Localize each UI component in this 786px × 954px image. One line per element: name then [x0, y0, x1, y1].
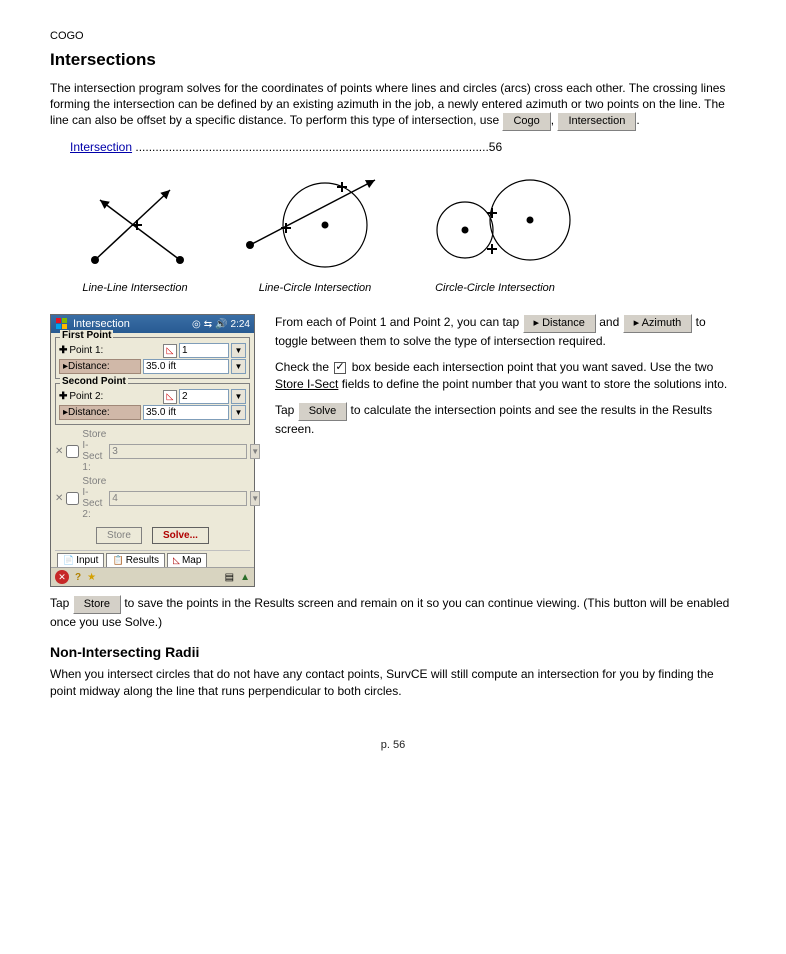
non-intersect-text: When you intersect circles that do not h…: [50, 666, 736, 698]
point2-label: Point 2:: [69, 391, 103, 402]
point1-input[interactable]: [179, 343, 229, 358]
diagram-circle-circle: Circle-Circle Intersection: [410, 165, 580, 294]
store-isect2-checkbox[interactable]: [66, 492, 79, 505]
tab-results[interactable]: 📋Results: [106, 553, 165, 567]
below-p1: Tap Store to save the points in the Resu…: [50, 595, 736, 630]
map-tab-icon: ◺: [173, 555, 180, 566]
windows-flag-icon: [55, 317, 69, 331]
store-isect2-dropdown[interactable]: ▼: [250, 491, 260, 506]
app-screenshot: Intersection ◎ ⇆ 🔊 2:24 First Point ✚ Po…: [50, 314, 255, 587]
input-tab-icon: 📄: [63, 555, 74, 566]
intersection-link[interactable]: Intersection: [70, 140, 132, 154]
tab-map[interactable]: ◺Map: [167, 553, 207, 567]
side-p1: From each of Point 1 and Point 2, you ca…: [275, 314, 736, 349]
panel-body: First Point ✚ Point 1: ◺ ▼ ▸Distance: ▼ …: [51, 333, 254, 567]
diagram-label-3: Circle-Circle Intersection: [410, 282, 580, 294]
help-icon[interactable]: ?: [75, 572, 81, 583]
store-isect1-dropdown[interactable]: ▼: [250, 444, 260, 459]
distance2-dropdown[interactable]: ▼: [231, 405, 246, 420]
store-isect1-row: ✕ Store I-Sect 1: ▼: [55, 429, 250, 473]
page-title: Intersections: [50, 50, 736, 70]
diagram-line-circle: Line-Circle Intersection: [230, 165, 400, 294]
cogo-button-ref: Cogo: [502, 112, 550, 131]
solve-button-ref: Solve: [298, 402, 348, 421]
intersection-link-line: Intersection ...........................…: [70, 139, 736, 155]
x-icon: ✕: [55, 493, 63, 504]
side-p2: Check the box beside each intersection p…: [275, 359, 736, 391]
store-isect1-input[interactable]: [109, 444, 247, 459]
map-pick-icon[interactable]: ◺: [163, 390, 177, 404]
star-icon[interactable]: ★: [87, 572, 96, 583]
keyboard-icon[interactable]: ▤: [225, 572, 234, 583]
intro-paragraph: The intersection program solves for the …: [50, 80, 736, 131]
store-isect1-label: Store I-Sect 1:: [82, 429, 106, 473]
volume-icon: 🔊: [215, 319, 227, 330]
distance1-input[interactable]: [143, 359, 229, 374]
distance-toggle-1[interactable]: ▸Distance:: [59, 359, 141, 374]
distance-toggle-2[interactable]: ▸Distance:: [59, 405, 141, 420]
sync-icon: ◎: [192, 319, 201, 330]
store-button-ref: Store: [73, 595, 121, 614]
clock-label: 2:24: [231, 319, 250, 330]
distance2-input[interactable]: [143, 405, 229, 420]
store-isect2-row: ✕ Store I-Sect 2: ▼: [55, 476, 250, 520]
second-point-fieldset: Second Point ✚ Point 2: ◺ ▼ ▸Distance: ▼: [55, 383, 250, 425]
store-isect1-checkbox[interactable]: [66, 445, 79, 458]
page-header: COGO: [50, 30, 736, 42]
side-text: From each of Point 1 and Point 2, you ca…: [275, 314, 736, 446]
warning-icon[interactable]: ▲: [240, 572, 250, 583]
x-icon: ✕: [55, 446, 63, 457]
store-isect2-label: Store I-Sect 2:: [82, 476, 106, 520]
checkbox-inline-ref: [334, 362, 346, 374]
titlebar-status: ◎ ⇆ 🔊 2:24: [192, 319, 250, 330]
map-pick-icon[interactable]: ◺: [163, 344, 177, 358]
first-point-legend: First Point: [60, 330, 113, 341]
content-row: Intersection ◎ ⇆ 🔊 2:24 First Point ✚ Po…: [50, 314, 736, 587]
distance-button-ref: ▸ Distance: [523, 314, 596, 333]
close-icon[interactable]: ✕: [55, 570, 69, 584]
distance1-dropdown[interactable]: ▼: [231, 359, 246, 374]
point1-dropdown[interactable]: ▼: [231, 343, 246, 358]
store-isect2-input[interactable]: [109, 491, 247, 506]
azimuth-button-ref: ▸ Azimuth: [623, 314, 693, 333]
non-intersect-heading: Non-Intersecting Radii: [50, 644, 736, 660]
results-tab-icon: 📋: [112, 555, 123, 566]
point1-label: Point 1:: [69, 345, 103, 356]
diagram-label-2: Line-Circle Intersection: [230, 282, 400, 294]
side-p3: Tap Solve to calculate the intersection …: [275, 402, 736, 437]
page-footer: p. 56: [50, 739, 736, 751]
signal-icon: ⇆: [204, 319, 212, 330]
diagram-line-line: Line-Line Intersection: [50, 165, 220, 294]
intersection-button-ref: Intersection: [557, 112, 636, 131]
point2-dropdown[interactable]: ▼: [231, 389, 246, 404]
point2-input[interactable]: [179, 389, 229, 404]
first-point-fieldset: First Point ✚ Point 1: ◺ ▼ ▸Distance: ▼: [55, 337, 250, 379]
diagram-label-1: Line-Line Intersection: [50, 282, 220, 294]
window-title: Intersection: [73, 318, 130, 330]
store-button[interactable]: Store: [96, 527, 142, 544]
tab-input[interactable]: 📄Input: [57, 553, 104, 567]
tab-row: 📄Input 📋Results ◺Map: [55, 550, 250, 567]
plus-icon: ✚: [59, 391, 67, 402]
bottom-bar: ✕ ? ★ ▤ ▲: [51, 567, 254, 586]
plus-icon: ✚: [59, 345, 67, 356]
solve-button[interactable]: Solve...: [152, 527, 209, 544]
second-point-legend: Second Point: [60, 376, 128, 387]
diagrams-row: Line-Line Intersection Line-Circle Inter…: [50, 165, 736, 294]
